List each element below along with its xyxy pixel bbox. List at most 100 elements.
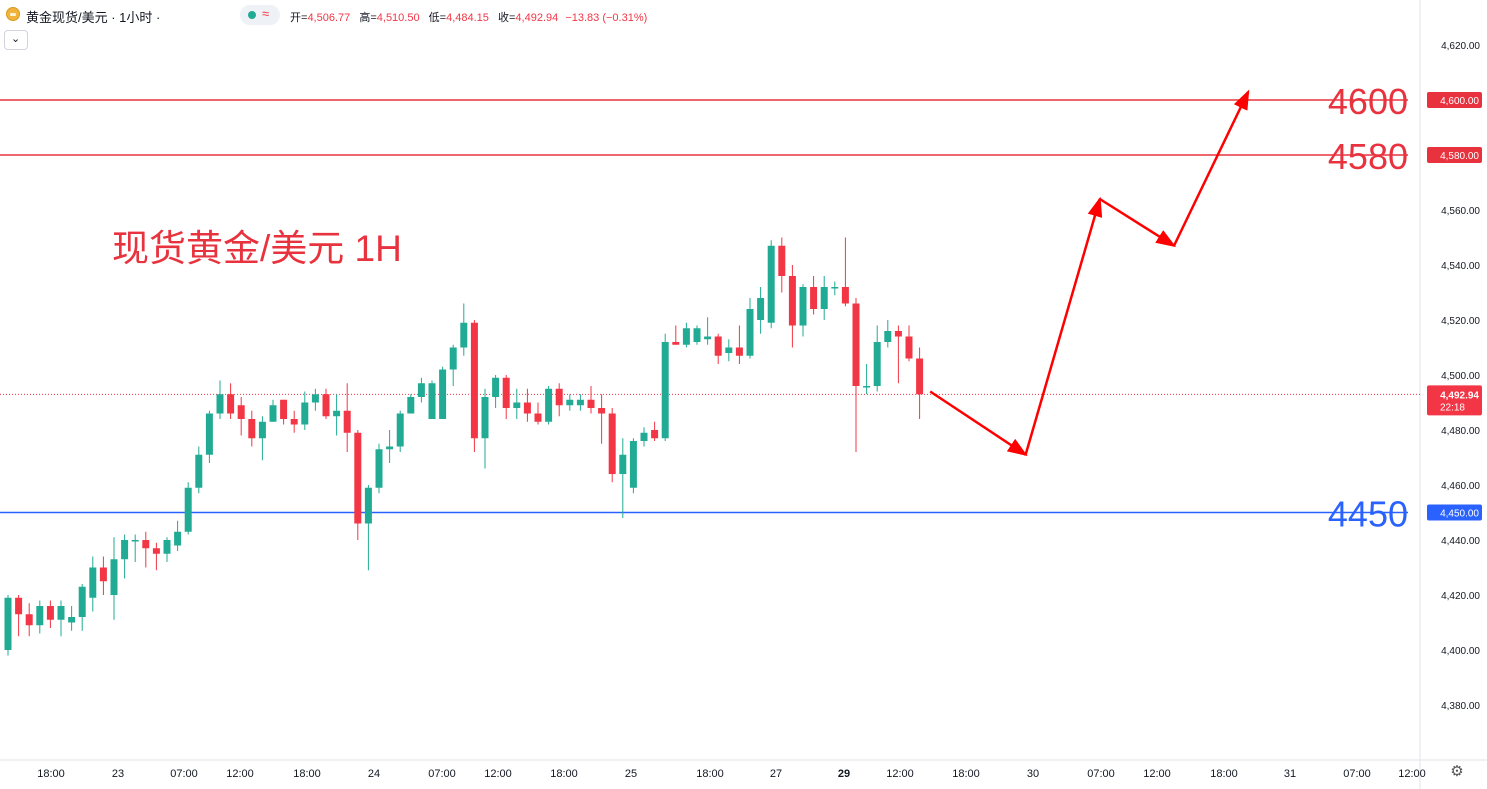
- time-tick-label: 23: [112, 768, 124, 780]
- candle-body: [152, 548, 160, 554]
- level-axis-tag-label: 4,450.00: [1440, 509, 1479, 520]
- price-tick-label: 4,540.00: [1441, 261, 1480, 272]
- candle-body: [788, 276, 796, 326]
- candle-body: [68, 617, 76, 623]
- time-tick-label: 18:00: [1210, 768, 1238, 780]
- high-label: 高=: [359, 12, 377, 24]
- level-axis-tag: [1427, 504, 1482, 521]
- candle-body: [587, 399, 595, 408]
- change-value: −13.83 (−0.31%): [565, 12, 648, 24]
- time-tick-label: 12:00: [886, 768, 914, 780]
- candle-body: [841, 287, 849, 304]
- candle: [831, 281, 839, 296]
- candle-body: [386, 446, 394, 450]
- candle-body: [375, 449, 383, 488]
- candle: [78, 584, 86, 631]
- symbol-title[interactable]: 黄金现货/美元 · 1小时 ·: [26, 10, 161, 25]
- candle: [4, 595, 12, 656]
- candle-body: [863, 386, 871, 388]
- candle: [470, 320, 478, 452]
- candle: [460, 303, 468, 356]
- current-price-tag: [1427, 385, 1482, 416]
- candle-body: [725, 347, 733, 353]
- candle: [248, 410, 256, 447]
- candle-body: [905, 336, 913, 359]
- candle: [280, 399, 288, 425]
- candle-body: [396, 413, 404, 447]
- candle: [216, 380, 224, 419]
- high-value: 4,510.50: [376, 12, 420, 24]
- candle: [36, 600, 44, 634]
- candle: [788, 265, 796, 348]
- market-open-dot-icon: [248, 11, 256, 19]
- gold-coin-icon: [6, 7, 20, 21]
- candle: [439, 366, 447, 419]
- time-tick-label: 12:00: [1398, 768, 1426, 780]
- low-label: 低=: [428, 12, 447, 24]
- time-tick-label: 30: [1027, 768, 1039, 780]
- open-value: 4,506.77: [307, 12, 351, 24]
- candle-body: [555, 388, 563, 406]
- candle-body: [248, 419, 256, 439]
- collapse-legend-button[interactable]: ⌄: [4, 30, 28, 50]
- candle-body: [672, 342, 680, 345]
- candle-body: [163, 540, 171, 554]
- time-tick-label: 27: [770, 768, 782, 780]
- candle-body: [57, 606, 65, 620]
- price-tick-label: 4,520.00: [1441, 316, 1480, 327]
- candle: [396, 410, 404, 452]
- candle: [598, 394, 606, 444]
- candle-body: [322, 394, 330, 417]
- candle-body: [598, 408, 606, 414]
- candle: [735, 325, 743, 364]
- candle: [163, 537, 171, 562]
- candle: [863, 364, 871, 395]
- candle-body: [78, 586, 86, 617]
- candle: [555, 383, 563, 417]
- time-tick-label: 25: [625, 768, 637, 780]
- candle: [131, 534, 139, 562]
- time-tick-label: 12:00: [484, 768, 512, 780]
- candle-body: [640, 432, 648, 441]
- candle-body: [205, 413, 213, 455]
- candle: [852, 298, 860, 452]
- candle-body: [15, 597, 23, 615]
- gear-icon[interactable]: ⚙: [1450, 763, 1464, 780]
- market-status-badge[interactable]: ≈: [240, 5, 280, 25]
- candle-body: [36, 606, 44, 626]
- ohlc-readout: 开=4,506.77 高=4,510.50 低=4,484.15 收=4,492…: [288, 9, 651, 25]
- candle: [417, 377, 425, 403]
- candle-body: [502, 377, 510, 408]
- candle: [651, 421, 659, 441]
- level-axis-tag: [1427, 147, 1482, 163]
- candle: [619, 438, 627, 518]
- candle: [513, 388, 521, 419]
- close-value: 4,492.94: [515, 12, 559, 24]
- candle-body: [619, 454, 627, 474]
- candle-body: [301, 402, 309, 425]
- candle-body: [407, 397, 415, 414]
- candle-body: [545, 388, 553, 422]
- candle-body: [661, 342, 669, 439]
- candle-body: [820, 287, 828, 309]
- candle: [767, 240, 775, 329]
- candle-body: [757, 298, 765, 320]
- time-tick-label: 07:00: [1087, 768, 1115, 780]
- level-axis-tag-label: 4,600.00: [1440, 96, 1479, 107]
- candle-body: [216, 394, 224, 414]
- candle: [884, 320, 892, 348]
- candle: [205, 410, 213, 463]
- time-tick-label: 18:00: [952, 768, 980, 780]
- forecast-arrow-segment: [929, 390, 1028, 457]
- candle: [682, 322, 690, 348]
- candle-body: [746, 309, 754, 356]
- price-tick-label: 4,380.00: [1441, 701, 1480, 712]
- candle-body: [258, 421, 266, 439]
- candle: [566, 394, 574, 411]
- candle: [640, 427, 648, 447]
- candle: [110, 537, 118, 620]
- candle: [269, 399, 277, 422]
- candle: [820, 276, 828, 320]
- level-label-4580: 4580: [1328, 136, 1408, 177]
